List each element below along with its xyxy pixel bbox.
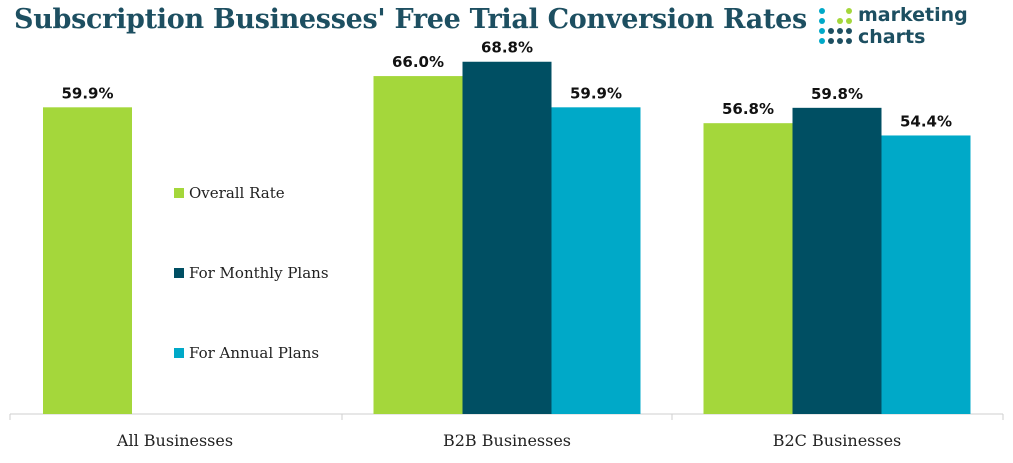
data-label-b2b-businesses-annual: 59.9% bbox=[570, 84, 622, 102]
legend-label-overall: Overall Rate bbox=[189, 184, 285, 202]
legend-swatch-monthly bbox=[174, 268, 184, 278]
bar-b2c-businesses-annual bbox=[881, 135, 971, 415]
bar-b2b-businesses-overall bbox=[373, 76, 463, 414]
legend-label-monthly: For Monthly Plans bbox=[189, 264, 329, 282]
bar-b2c-businesses-overall bbox=[703, 123, 793, 415]
legend-swatch-annual bbox=[174, 348, 184, 358]
bar-all-businesses-overall bbox=[43, 107, 132, 414]
x-tick-label-all-businesses: All Businesses bbox=[116, 431, 233, 450]
data-label-b2c-businesses-overall: 56.8% bbox=[722, 100, 774, 118]
legend-label-annual: For Annual Plans bbox=[189, 344, 320, 362]
legend-item-overall: Overall Rate bbox=[174, 184, 285, 202]
logo-text-line1: marketing bbox=[858, 4, 968, 26]
legend-item-annual: For Annual Plans bbox=[174, 344, 319, 362]
data-label-b2c-businesses-monthly: 59.8% bbox=[811, 85, 863, 103]
marketingcharts-logo: marketing charts bbox=[818, 4, 1008, 52]
data-label-b2b-businesses-overall: 66.0% bbox=[392, 53, 444, 71]
bar-b2b-businesses-monthly bbox=[462, 61, 552, 415]
data-label-b2c-businesses-annual: 54.4% bbox=[900, 112, 952, 130]
bar-b2b-businesses-annual bbox=[551, 107, 641, 414]
logo-text-line2: charts bbox=[858, 26, 926, 48]
bar-b2c-businesses-monthly bbox=[792, 107, 882, 414]
logo-dots-icon bbox=[819, 8, 852, 44]
x-tick-label-b2c-businesses: B2C Businesses bbox=[773, 431, 902, 450]
data-label-all-businesses-overall: 59.9% bbox=[61, 84, 113, 102]
legend-swatch-overall bbox=[174, 188, 184, 198]
x-tick-label-b2b-businesses: B2B Businesses bbox=[443, 431, 571, 450]
legend-item-monthly: For Monthly Plans bbox=[174, 264, 329, 282]
chart-title: Subscription Businesses' Free Trial Conv… bbox=[14, 4, 807, 35]
data-label-b2b-businesses-monthly: 68.8% bbox=[481, 39, 533, 57]
